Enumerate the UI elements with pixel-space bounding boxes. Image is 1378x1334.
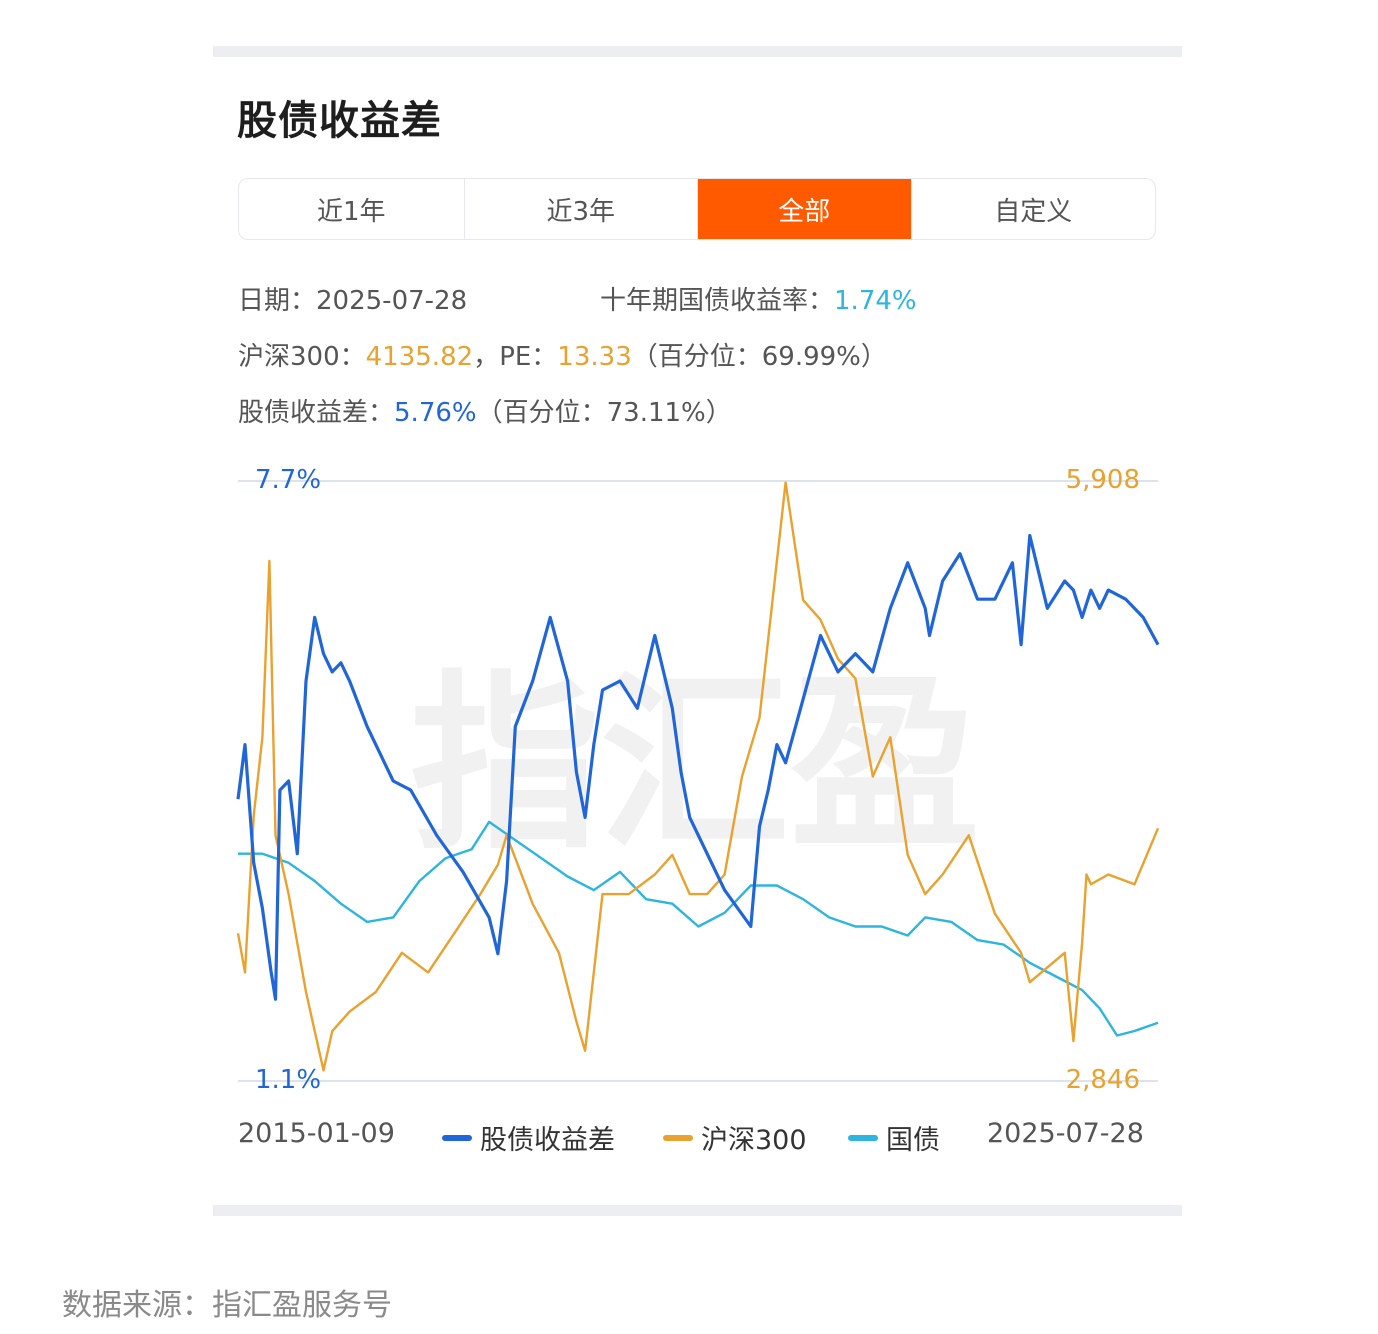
index-value: 4135.82 (365, 342, 474, 372)
x-end-label: 2025-07-28 (987, 1118, 1144, 1149)
index-line (236, 481, 1160, 1072)
legend-bond-swatch (848, 1134, 878, 1141)
pe-separator: ， (473, 342, 500, 372)
legend-index-label: 沪深300 (701, 1125, 807, 1156)
info-row-bond: 十年期国债收益率：1.74% (600, 280, 917, 317)
date-value: 2025-07-28 (316, 286, 468, 316)
period-tabs: 近1年 近3年 全部 自定义 (238, 178, 1156, 240)
tab-1-year[interactable]: 近1年 (239, 179, 465, 239)
date-label: 日期： (238, 286, 317, 316)
spread-value: 5.76% (394, 398, 477, 428)
info-row-spread: 股债收益差：5.76%（百分位：73.11%） (238, 392, 732, 429)
bond-line (238, 820, 1159, 1037)
legend-spread-label: 股债收益差 (480, 1125, 615, 1156)
legend-index-swatch (663, 1134, 693, 1141)
spread-line (236, 533, 1160, 1001)
spread-label: 股债收益差： (238, 398, 395, 428)
spread-percentile: （百分位：73.11%） (476, 398, 732, 428)
index-label: 沪深300： (238, 342, 366, 372)
legend-bond[interactable]: 国债 (848, 1118, 940, 1157)
tab-all[interactable]: 全部 (698, 179, 912, 239)
top-divider-bar (213, 46, 1182, 57)
bottom-divider-bar (213, 1205, 1182, 1216)
pe-label: PE： (499, 342, 558, 372)
right-axis-max-label: 5,908 (1066, 465, 1140, 495)
bond-yield-value: 1.74% (834, 286, 917, 316)
info-row-index: 沪深300：4135.82，PE：13.33（百分位：69.99%） (238, 336, 887, 373)
tab-3-year[interactable]: 近3年 (465, 179, 698, 239)
left-axis-min-label: 1.1% (255, 1065, 321, 1095)
legend-bond-label: 国债 (886, 1125, 940, 1156)
page-title: 股债收益差 (237, 98, 442, 144)
tab-custom[interactable]: 自定义 (994, 196, 1073, 227)
data-source-note: 数据来源：指汇盈服务号 (62, 1288, 392, 1323)
legend-spread[interactable]: 股债收益差 (442, 1118, 615, 1157)
bond-yield-label: 十年期国债收益率： (600, 286, 835, 316)
info-row-date: 日期：2025-07-28 (238, 280, 467, 317)
left-axis-max-label: 7.7% (255, 465, 321, 495)
legend-index[interactable]: 沪深300 (663, 1118, 807, 1157)
x-start-label: 2015-01-09 (238, 1118, 395, 1149)
legend-spread-swatch (442, 1134, 472, 1141)
pe-percentile: （百分位：69.99%） (631, 342, 887, 372)
pe-value: 13.33 (557, 342, 632, 372)
right-axis-min-label: 2,846 (1066, 1065, 1140, 1095)
